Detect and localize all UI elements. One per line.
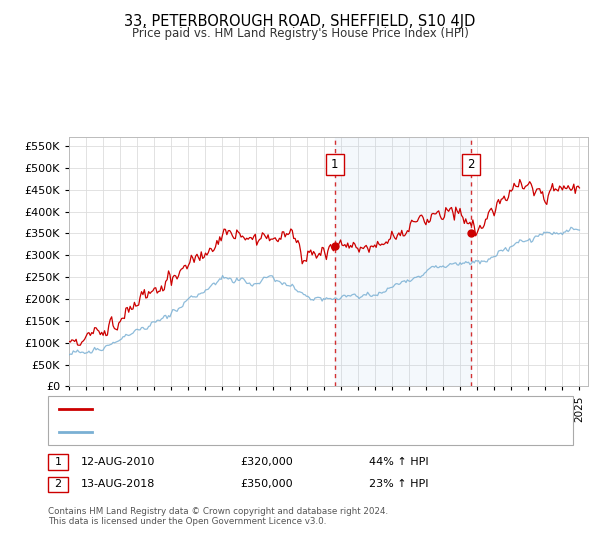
Text: 23% ↑ HPI: 23% ↑ HPI — [369, 479, 428, 489]
Text: 1: 1 — [55, 457, 61, 467]
Text: Contains HM Land Registry data © Crown copyright and database right 2024.
This d: Contains HM Land Registry data © Crown c… — [48, 507, 388, 526]
Text: 2: 2 — [467, 158, 475, 171]
Text: 44% ↑ HPI: 44% ↑ HPI — [369, 457, 428, 467]
Text: £350,000: £350,000 — [240, 479, 293, 489]
Text: HPI: Average price, detached house, Sheffield: HPI: Average price, detached house, Shef… — [99, 427, 350, 437]
Text: 33, PETERBOROUGH ROAD, SHEFFIELD, S10 4JD (detached house): 33, PETERBOROUGH ROAD, SHEFFIELD, S10 4J… — [99, 404, 462, 414]
Text: 33, PETERBOROUGH ROAD, SHEFFIELD, S10 4JD: 33, PETERBOROUGH ROAD, SHEFFIELD, S10 4J… — [124, 14, 476, 29]
Bar — [335, 137, 471, 386]
Text: Price paid vs. HM Land Registry's House Price Index (HPI): Price paid vs. HM Land Registry's House … — [131, 27, 469, 40]
Text: £320,000: £320,000 — [240, 457, 293, 467]
Text: 13-AUG-2018: 13-AUG-2018 — [81, 479, 155, 489]
Text: 2: 2 — [55, 479, 61, 489]
Text: 12-AUG-2010: 12-AUG-2010 — [81, 457, 155, 467]
Text: 1: 1 — [331, 158, 338, 171]
